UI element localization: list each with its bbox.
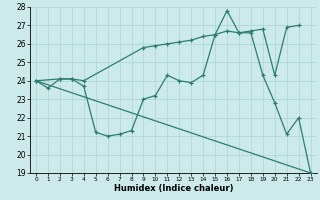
X-axis label: Humidex (Indice chaleur): Humidex (Indice chaleur) [114, 184, 233, 193]
